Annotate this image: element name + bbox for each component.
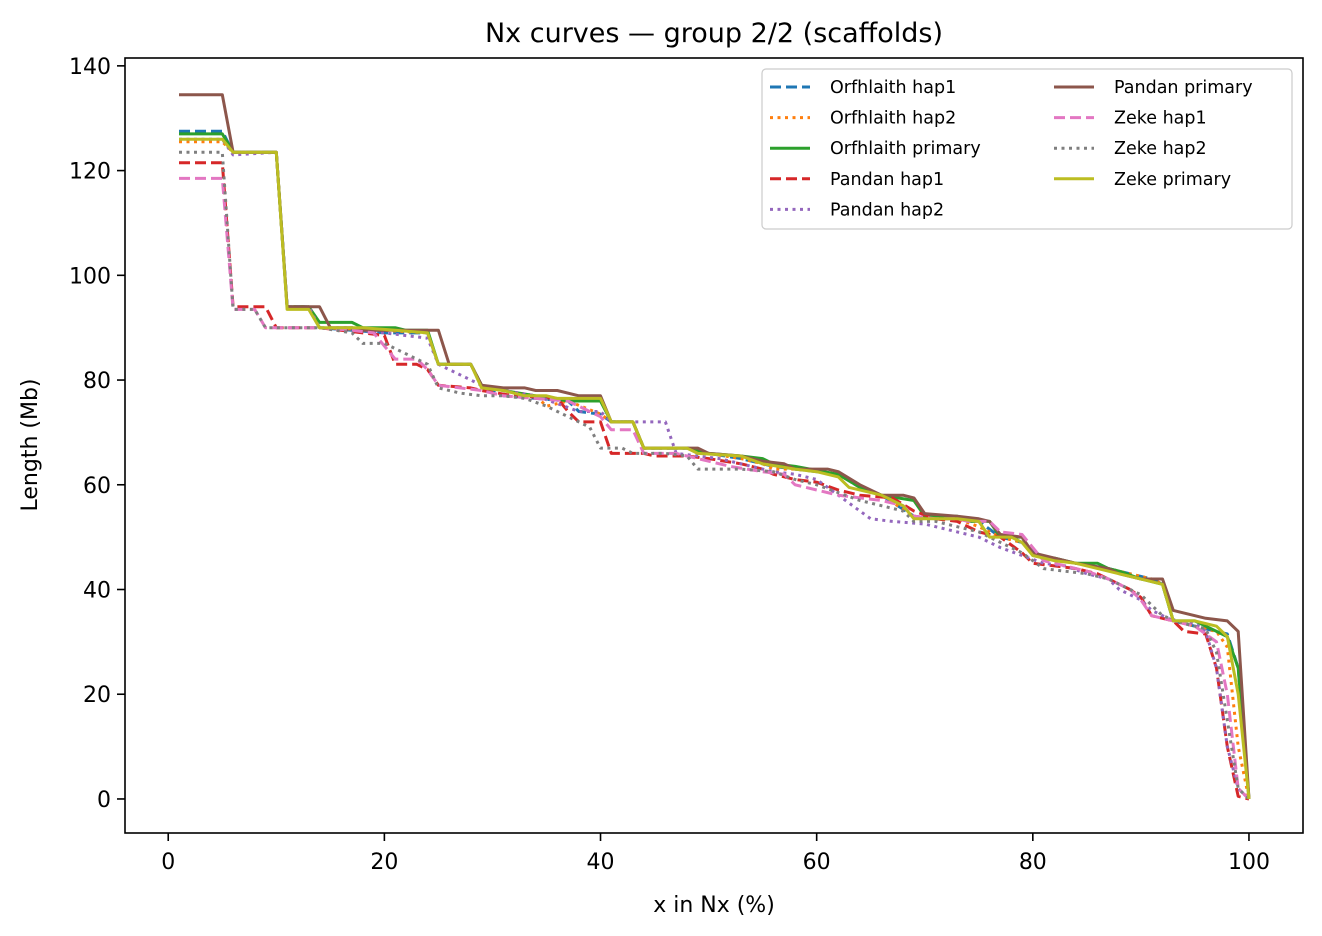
legend-label: Zeke hap2 xyxy=(1114,139,1207,159)
legend-label: Pandan hap2 xyxy=(830,200,944,220)
y-tick-label: 80 xyxy=(83,369,111,394)
legend-label: Zeke primary xyxy=(1114,170,1231,190)
legend-label: Orfhlaith hap1 xyxy=(830,78,956,98)
legend-label: Pandan primary xyxy=(1114,78,1253,98)
x-tick-label: 0 xyxy=(161,850,175,875)
series-line-6 xyxy=(179,176,1251,801)
y-tick-label: 40 xyxy=(83,579,111,604)
x-axis: 0 20 40 60 80 100 xyxy=(161,833,1270,875)
y-tick-label: 60 xyxy=(83,474,111,499)
x-tick-label: 40 xyxy=(587,850,615,875)
legend: Orfhlaith hap1 Orfhlaith hap2 Orfhlaith pr… xyxy=(761,68,1293,230)
legend-label: Orfhlaith primary xyxy=(830,139,981,159)
y-axis: 0 20 40 60 80 100 120 140 xyxy=(69,55,125,813)
legend-box xyxy=(761,68,1293,230)
y-tick-label: 0 xyxy=(97,788,111,813)
plot-area xyxy=(124,57,1304,834)
legend-label: Orfhlaith hap2 xyxy=(830,109,956,129)
x-tick-label: 80 xyxy=(1019,850,1047,875)
x-tick-label: 60 xyxy=(803,850,831,875)
series-line-7 xyxy=(179,150,1251,801)
y-tick-label: 100 xyxy=(69,264,111,289)
x-axis-label: x in Nx (%) xyxy=(653,893,775,918)
series-line-8 xyxy=(179,137,1251,800)
y-tick-label: 20 xyxy=(83,683,111,708)
legend-label: Pandan hap1 xyxy=(830,170,944,190)
y-axis-label: Length (Mb) xyxy=(18,379,43,512)
chart-title: Nx curves — group 2/2 (scaffolds) xyxy=(485,18,943,49)
x-tick-label: 20 xyxy=(370,850,398,875)
axes-frame xyxy=(124,57,1304,834)
x-tick-label: 100 xyxy=(1228,850,1270,875)
legend-label: Zeke hap1 xyxy=(1114,109,1207,129)
y-tick-label: 120 xyxy=(69,160,111,185)
series-lines xyxy=(179,93,1251,801)
y-tick-label: 140 xyxy=(69,55,111,80)
